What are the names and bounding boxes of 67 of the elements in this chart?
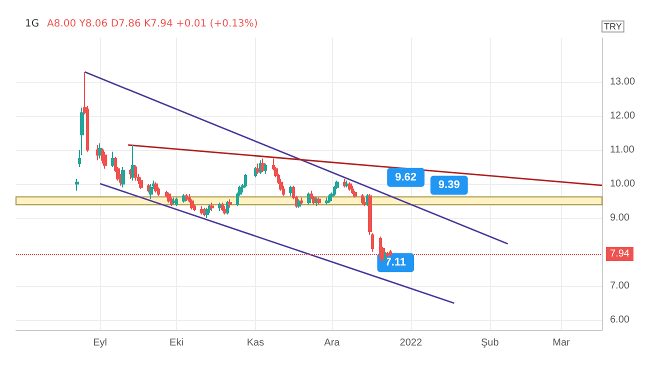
candlestick [175, 197, 178, 207]
candlestick [121, 166, 125, 188]
candlestick [351, 185, 354, 195]
candlestick [343, 178, 346, 188]
ref-line-label: 7.94 [610, 248, 630, 260]
candlestick [363, 197, 367, 207]
candlestick [75, 178, 79, 192]
candlestick [386, 251, 390, 258]
y-tick-label: 7.00 [610, 280, 630, 292]
candlestick [256, 163, 260, 174]
candlestick [384, 251, 387, 261]
candlestick [226, 200, 229, 216]
y-tick-label: 12.00 [610, 110, 636, 122]
candlestick [328, 194, 331, 204]
y-tick-label: 11.00 [610, 144, 635, 156]
annotation: 9.62 [395, 171, 417, 184]
candlestick [205, 207, 209, 218]
candlestick [134, 164, 137, 182]
candlestick [297, 198, 301, 208]
candlestick [312, 195, 316, 205]
y-tick-label: 10.00 [610, 178, 636, 190]
annotation: 9.39 [438, 179, 460, 192]
candlestick [139, 176, 143, 190]
candlestick [223, 206, 227, 216]
candlestick [103, 151, 107, 170]
candlestick [389, 249, 392, 258]
y-tick-label: 6.00 [610, 314, 630, 326]
candlestick [325, 197, 329, 205]
candlestick [361, 194, 364, 205]
chart-subtitle: A8.00 Y8.06 D7.86 K7.94 +0.01 (+0.13%) [47, 18, 258, 30]
candlestick [129, 168, 132, 180]
candlestick [264, 163, 267, 174]
x-tick-label: Ara [324, 338, 340, 348]
y-axis-title: TRY [604, 22, 622, 32]
candlestick [131, 144, 135, 182]
candlestick [307, 192, 311, 205]
annotation: 7.11 [385, 256, 406, 269]
x-tick-label: Eyl [93, 338, 108, 348]
x-tick-label: Kas [246, 338, 264, 348]
candlestick [96, 144, 99, 161]
candlestick [254, 166, 257, 178]
candlestick [210, 202, 214, 212]
candlestick [193, 204, 196, 212]
chart-title: 1G [25, 18, 40, 30]
x-tick-label: Mar [552, 338, 571, 348]
candlestick [300, 197, 303, 205]
candlestick [157, 186, 160, 196]
candlestick [154, 182, 158, 193]
candlestick [261, 158, 265, 173]
candlestick [167, 192, 171, 204]
y-tick-label: 9.00 [610, 212, 630, 224]
candlestick [98, 142, 102, 160]
candlestick [111, 151, 115, 168]
x-tick-label: 2022 [400, 338, 422, 348]
candlestick [345, 180, 349, 188]
candlestick [200, 206, 204, 216]
candlestick [317, 197, 321, 205]
candlestick [218, 202, 222, 212]
candlestick [228, 198, 232, 208]
candlestick [149, 184, 153, 200]
candlestick [172, 197, 176, 205]
candlestick [221, 202, 224, 212]
candlestick [348, 182, 352, 192]
candlestick [185, 194, 188, 202]
x-tick-label: Eki [170, 338, 184, 348]
y-tick-label: 13.00 [610, 76, 636, 88]
x-tick-label: Şub [480, 338, 500, 348]
